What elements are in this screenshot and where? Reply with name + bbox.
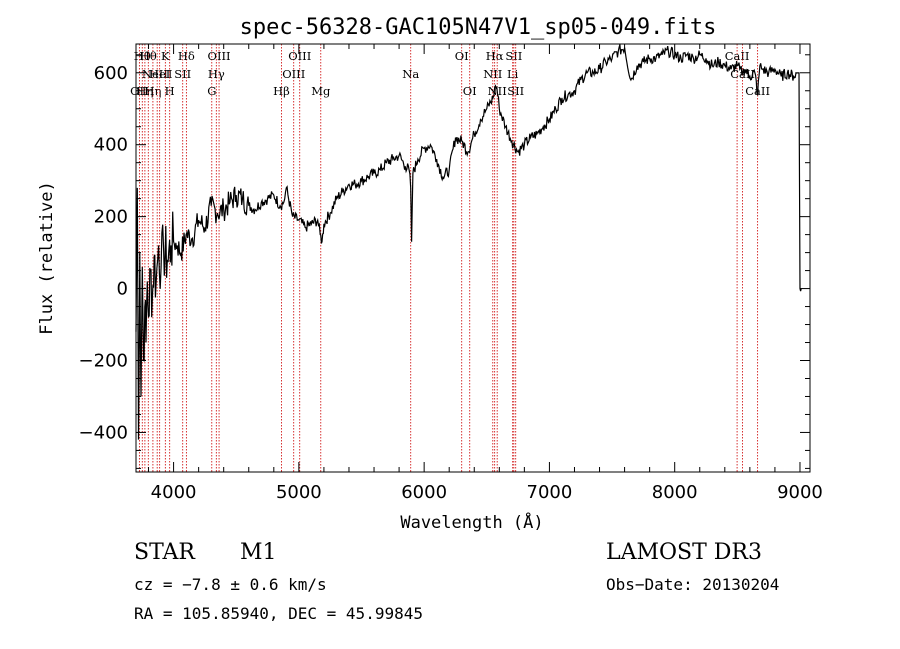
spectral-line-label: Hα <box>486 49 504 63</box>
x-tick-label: 4000 <box>151 482 197 503</box>
spectral-line-label: H <box>165 84 175 98</box>
coordinates-text: RA = 105.85940, DEC = 45.99845 <box>134 604 423 623</box>
object-class: STAR <box>134 540 195 565</box>
spectral-line-label: K <box>161 49 170 63</box>
spectral-line-label: Mg <box>311 84 331 98</box>
object-subclass: M1 <box>240 540 277 565</box>
spectrum-series-line <box>135 44 802 440</box>
x-axis-label: Wavelength (Å) <box>400 511 543 533</box>
x-tick-label: 8000 <box>652 482 698 503</box>
x-tick-label: 6000 <box>401 482 447 503</box>
y-axis-label: Flux (relative) <box>37 181 57 335</box>
x-tick-label: 7000 <box>527 482 573 503</box>
spectral-line-label: SII <box>507 84 524 98</box>
spectral-line-label: HeI <box>149 67 170 81</box>
y-tick-label: 200 <box>94 207 128 228</box>
axis-ticks: 4000 5000 6000 7000 8000 9000 −400 −200 0 200 400 6… <box>79 44 823 503</box>
y-tick-label: 0 <box>117 279 128 300</box>
spectral-line-label: G <box>207 84 216 98</box>
spectral-line-label: Hθ <box>134 49 151 63</box>
spectral-line-label: Hδ <box>178 49 195 63</box>
plot-frame <box>135 43 811 473</box>
spectral-line-label: Hη <box>136 84 153 98</box>
chart-title: spec-56328-GAC105N47V1_sp05-049.fits <box>240 15 717 40</box>
y-tick-label: 600 <box>94 63 128 84</box>
spectral-line-label: Hθ <box>140 49 157 63</box>
x-tick-label: 5000 <box>276 482 322 503</box>
spectral-line-label: Na <box>402 67 419 81</box>
spectral-line-label: Hη <box>144 84 161 98</box>
spectral-line-label: OIII <box>282 67 305 81</box>
survey-name: LAMOST DR3 <box>606 540 762 565</box>
spectral-line-label: Li <box>507 67 519 81</box>
spectral-line-label: OIII <box>208 49 231 63</box>
y-tick-label: −400 <box>79 422 128 443</box>
spectral-line-label: Hβ <box>273 84 290 98</box>
spectral-line-label: OI <box>455 49 469 63</box>
spectral-line-label: Hγ <box>208 67 225 81</box>
spectral-line-label: OIII <box>288 49 311 63</box>
x-tick-label: 9000 <box>777 482 823 503</box>
observation-date: Obs−Date: 20130204 <box>606 575 780 594</box>
spectral-line-label: OI <box>463 84 477 98</box>
redshift-text: cz = −7.8 ± 0.6 km/s <box>134 575 327 594</box>
spectral-line-label: SII <box>505 49 522 63</box>
spectral-line-label: NeIII <box>142 67 173 81</box>
spectral-line-label: SII <box>174 67 191 81</box>
spectral-line-label: CaII <box>725 49 750 63</box>
y-tick-label: −200 <box>79 351 128 372</box>
y-tick-label: 400 <box>94 135 128 156</box>
spectral-lines: OIIHθHηHθHηNeIIIHeIKHSIIHδGHγOIIIHβOIIIO… <box>130 44 770 472</box>
spectral-line-label: NII <box>483 67 502 81</box>
